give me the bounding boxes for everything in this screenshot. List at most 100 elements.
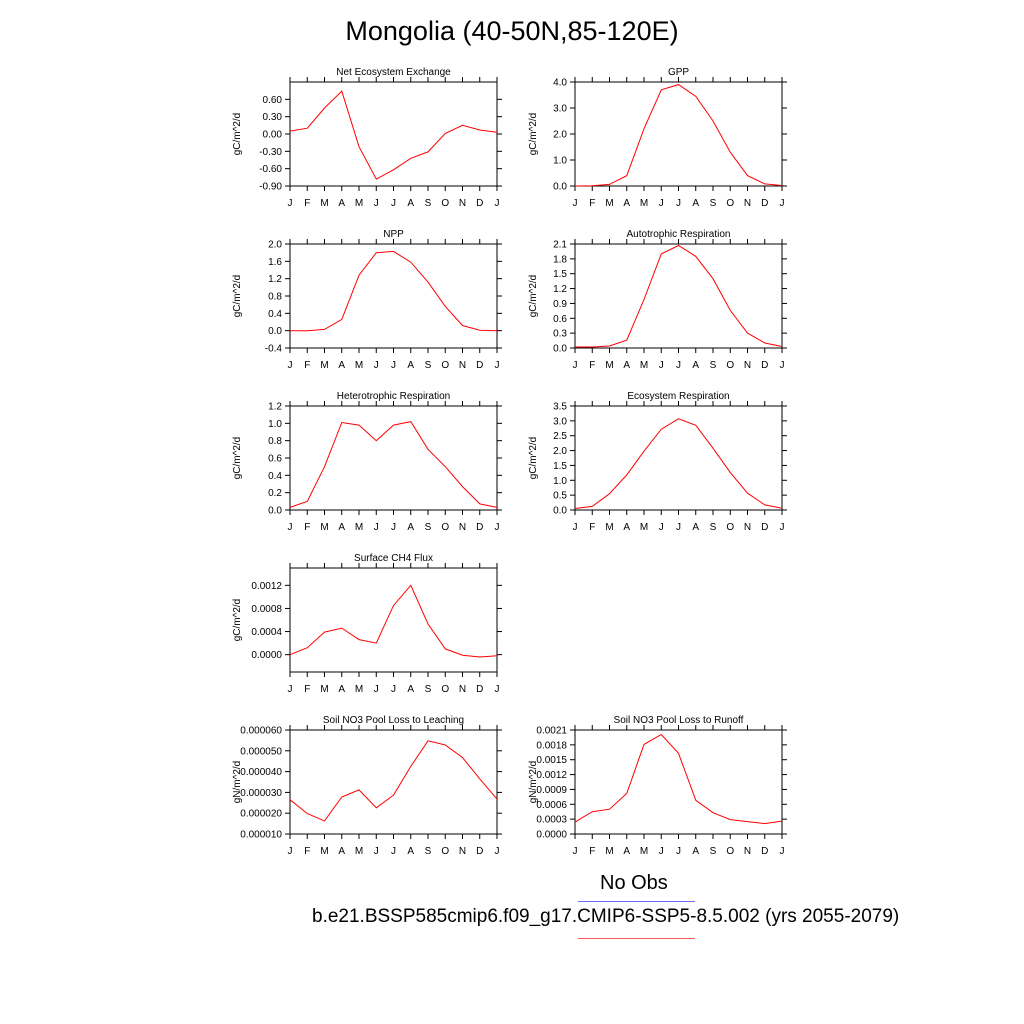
x-tick-label: J	[391, 684, 396, 695]
y-tick-label: -0.60	[259, 164, 282, 175]
legend-case-line	[578, 938, 695, 939]
y-tick-label: 1.8	[553, 254, 567, 265]
x-tick-label: A	[692, 198, 699, 209]
x-tick-label: M	[355, 684, 363, 695]
plot-frame	[574, 81, 783, 187]
x-tick-label: N	[459, 846, 466, 857]
y-tick-label: 1.2	[268, 274, 282, 285]
x-tick-label: M	[320, 846, 328, 857]
panel-title: Heterotrophic Respiration	[337, 391, 450, 402]
x-tick-label: J	[374, 360, 379, 371]
x-tick-label: D	[476, 684, 483, 695]
y-tick-label: 1.5	[553, 461, 567, 472]
x-tick-label: A	[407, 684, 414, 695]
series-line	[574, 84, 783, 187]
x-tick-label: N	[459, 360, 466, 371]
panel-title: Soil NO3 Pool Loss to Leaching	[323, 715, 464, 726]
x-tick-label: M	[640, 522, 648, 533]
x-tick-label: J	[780, 360, 785, 371]
chart-panel: Net Ecosystem Exchange gC/m^2/d 0.60 0.30 0.…	[232, 67, 502, 209]
x-tick-label: M	[320, 198, 328, 209]
series-line	[289, 584, 498, 658]
x-tick-label: N	[744, 846, 751, 857]
panel-title: Ecosystem Respiration	[627, 391, 729, 402]
x-tick-label: F	[304, 522, 310, 533]
y-tick-label: 0.0006	[536, 800, 567, 811]
x-tick-label: A	[692, 360, 699, 371]
x-tick-label: J	[288, 522, 293, 533]
y-tick-label: 0.0004	[251, 627, 282, 638]
x-tick-label: D	[476, 522, 483, 533]
y-tick-label: 3.0	[553, 416, 567, 427]
series-line	[289, 90, 498, 180]
x-tick-label: A	[407, 360, 414, 371]
x-tick-label: J	[573, 360, 578, 371]
y-tick-label: 0.4	[268, 309, 282, 320]
x-tick-label: S	[425, 684, 432, 695]
series-line	[289, 740, 498, 822]
x-tick-label: S	[425, 198, 432, 209]
legend-case-label: b.e21.BSSP585cmip6.f09_g17.CMIP6-SSP5-8.…	[312, 906, 900, 927]
y-tick-label: 0.0000	[536, 830, 567, 841]
x-tick-label: A	[692, 846, 699, 857]
y-tick-label: 0.8	[268, 436, 282, 447]
y-tick-label: 0.0008	[251, 604, 282, 615]
page-title: Mongolia (40-50N,85-120E)	[345, 16, 679, 46]
x-tick-label: M	[355, 360, 363, 371]
x-tick-label: J	[659, 846, 664, 857]
x-tick-label: N	[459, 684, 466, 695]
y-tick-label: 3.0	[553, 104, 567, 115]
x-tick-label: N	[744, 198, 751, 209]
x-tick-label: A	[338, 684, 345, 695]
y-axis-label: gC/m^2/d	[232, 599, 243, 642]
y-tick-label: 1.0	[268, 419, 282, 430]
y-tick-label: 0.5	[553, 491, 567, 502]
x-tick-label: J	[374, 846, 379, 857]
chart-panel: Soil NO3 Pool Loss to RunoffgN/m^2/d0.00…	[528, 715, 787, 857]
chart-panel: Heterotrophic Respiration gC/m^2/d 1.2 1.0 0…	[232, 391, 502, 533]
x-tick-label: J	[288, 360, 293, 371]
x-tick-label: D	[476, 846, 483, 857]
y-axis-label: gC/m^2/d	[528, 437, 539, 480]
x-tick-label: S	[425, 522, 432, 533]
x-tick-label: S	[710, 522, 717, 533]
y-tick-label: 0.000010	[240, 830, 282, 841]
chart-panel: Surface CH4 Flux gC/m^2/d 0.0012 0.0008 0.00…	[232, 553, 502, 695]
x-tick-label: M	[640, 846, 648, 857]
y-axis-label: gN/m^2/d	[232, 761, 243, 804]
x-tick-label: J	[676, 360, 681, 371]
x-tick-label: F	[589, 198, 595, 209]
x-tick-label: D	[761, 198, 768, 209]
y-tick-label: 0.000030	[240, 788, 282, 799]
y-axis-label: gC/m^2/d	[232, 113, 243, 156]
y-tick-label: 0.0003	[536, 815, 567, 826]
x-tick-label: A	[338, 846, 345, 857]
y-tick-label: 0.2	[268, 488, 282, 499]
y-tick-label: 1.6	[268, 257, 282, 268]
x-tick-label: S	[710, 360, 717, 371]
x-tick-label: M	[320, 360, 328, 371]
x-tick-label: N	[459, 522, 466, 533]
x-tick-label: J	[780, 522, 785, 533]
x-tick-label: J	[676, 846, 681, 857]
x-tick-label: M	[355, 846, 363, 857]
x-tick-label: F	[589, 522, 595, 533]
x-tick-label: J	[573, 846, 578, 857]
panel-title: Net Ecosystem Exchange	[336, 67, 451, 78]
x-tick-label: O	[441, 684, 449, 695]
y-tick-label: 0.6	[268, 454, 282, 465]
x-tick-label: J	[659, 522, 664, 533]
y-tick-label: 0.000020	[240, 809, 282, 820]
x-tick-label: A	[623, 846, 630, 857]
x-tick-label: J	[659, 198, 664, 209]
plot-frame	[289, 81, 498, 187]
panel-title: NPP	[383, 229, 404, 240]
y-axis-label: gC/m^2/d	[528, 275, 539, 318]
x-tick-label: D	[476, 198, 483, 209]
x-tick-label: J	[374, 684, 379, 695]
plot-frame	[574, 729, 783, 835]
x-tick-label: J	[391, 360, 396, 371]
y-tick-label: 0.0	[268, 326, 282, 337]
chart-panel: Ecosystem Respiration gC/m^2/d 3.5 3.0 2.5 2.…	[528, 391, 787, 533]
